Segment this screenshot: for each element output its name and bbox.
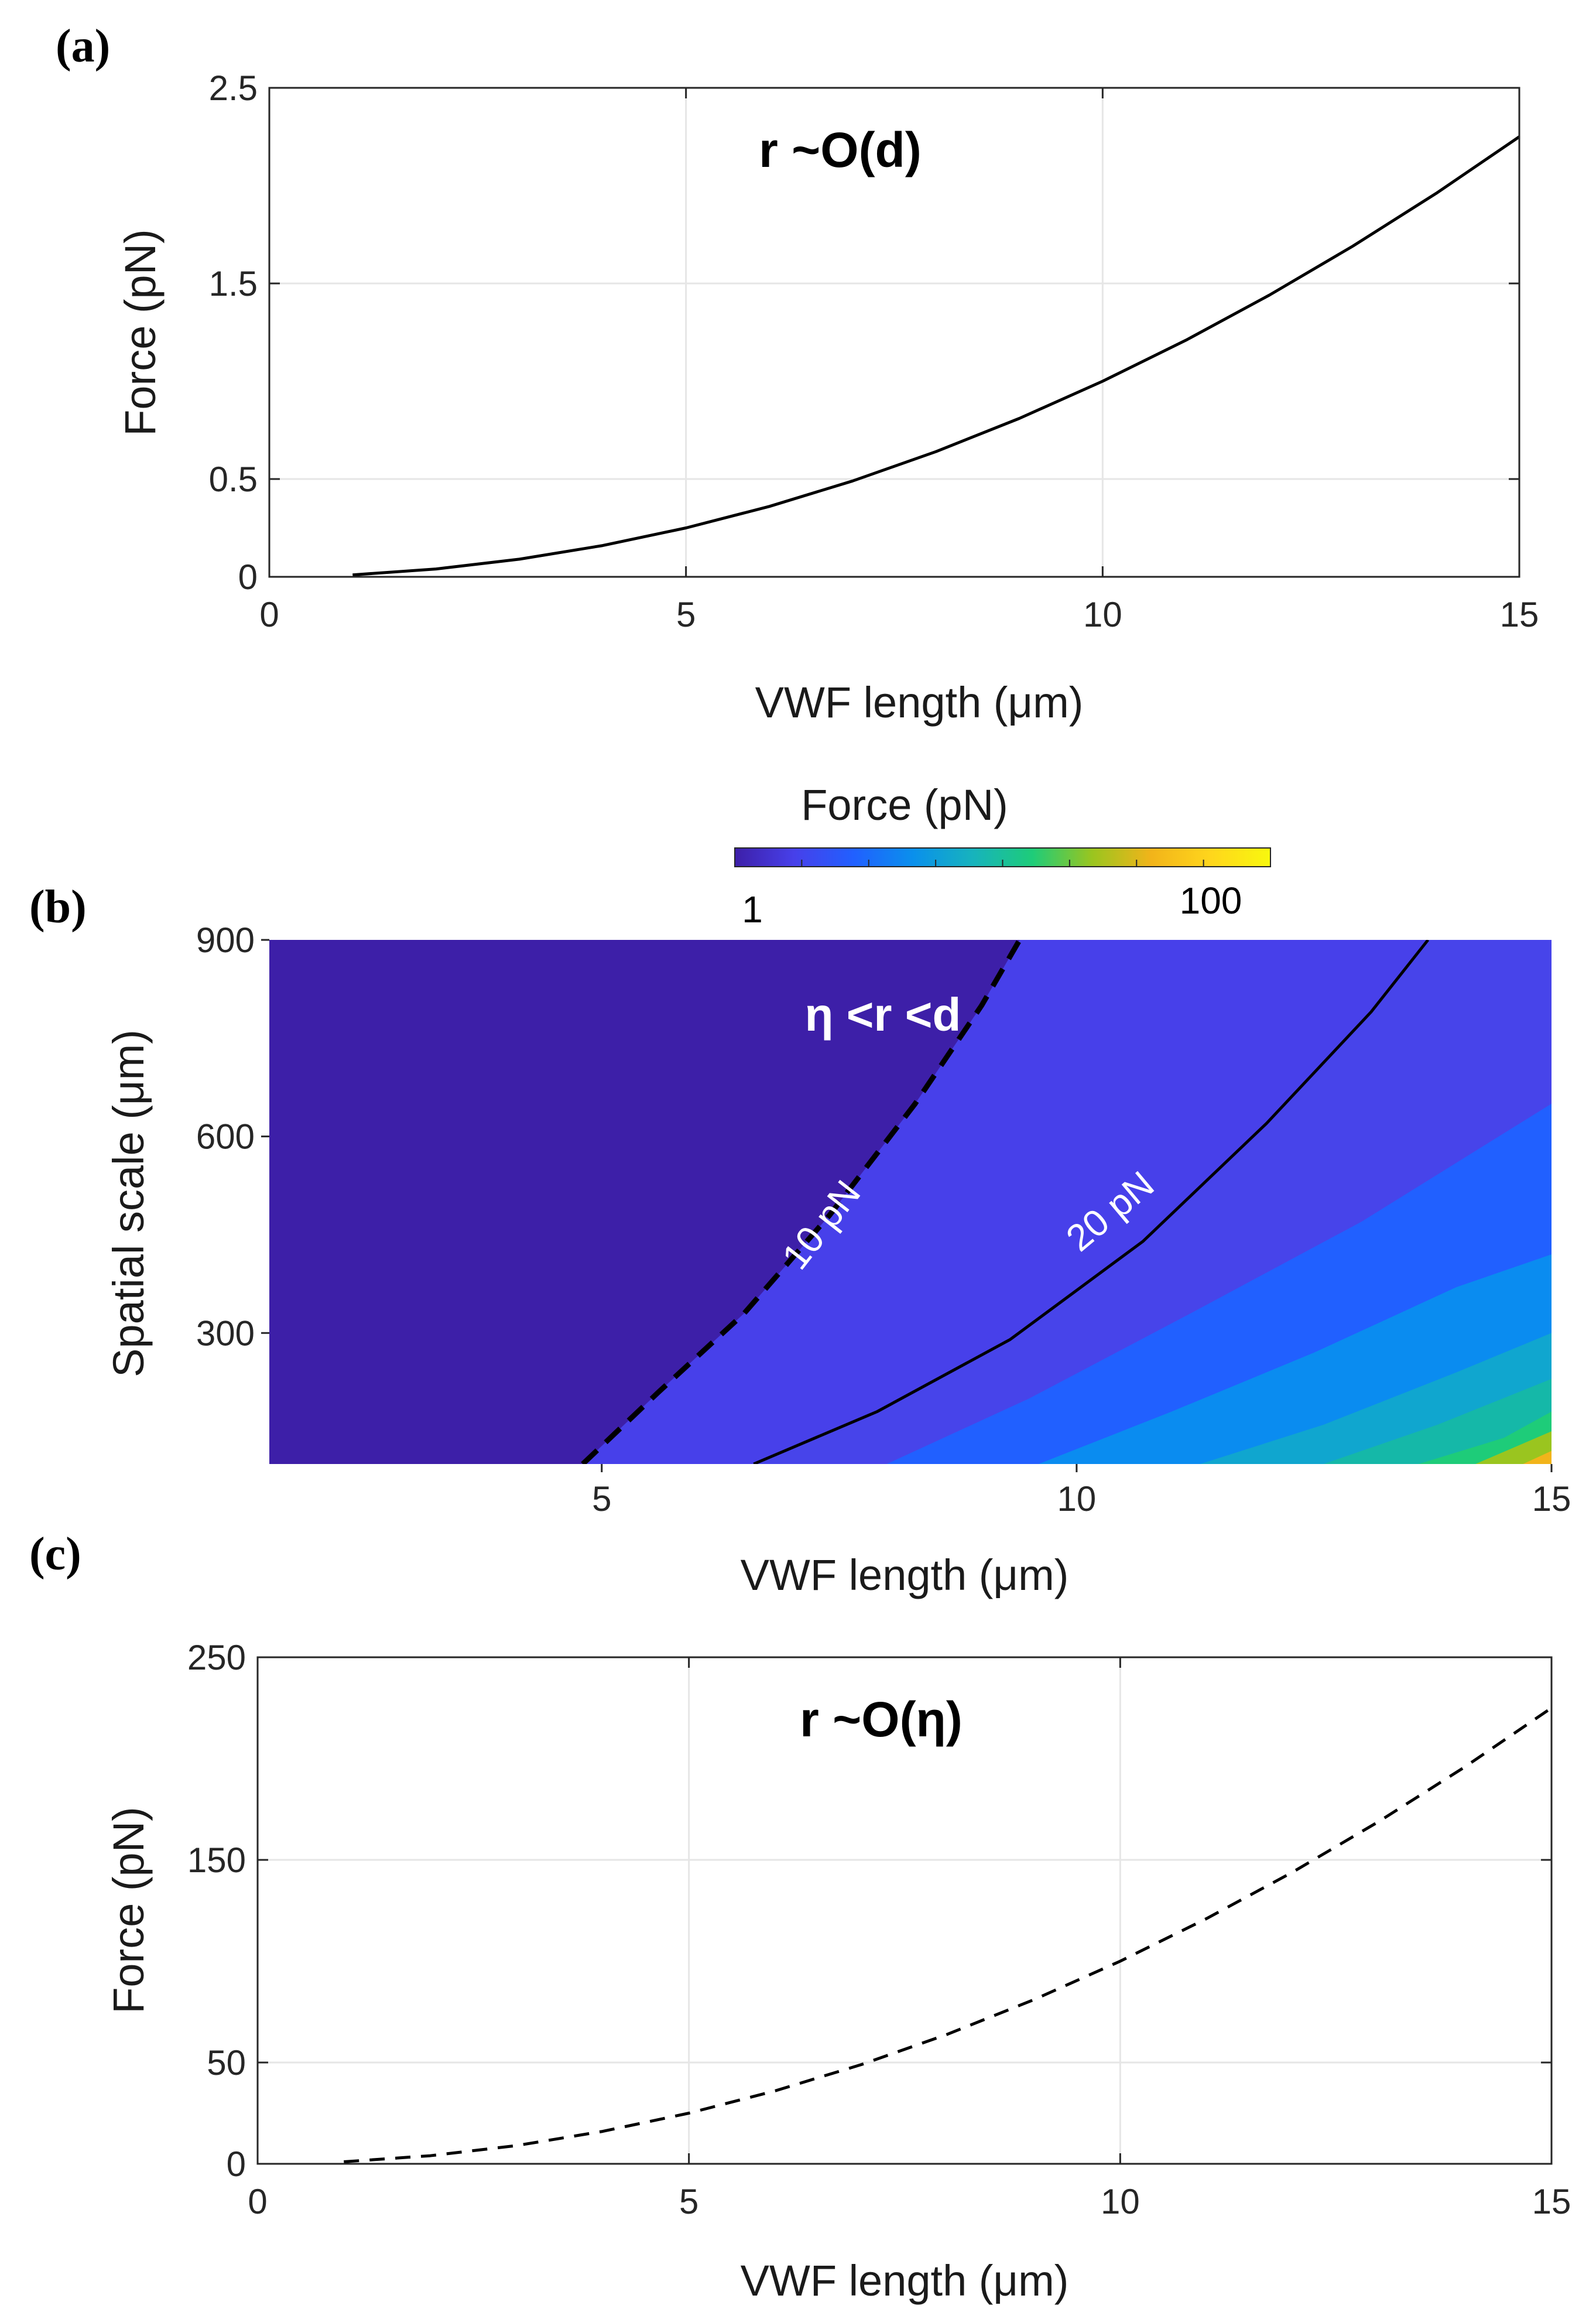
heatmap-band <box>1523 1451 1552 1464</box>
panel-c-ylabel: Force (pN) <box>104 1807 153 2014</box>
panel-a-label: (a) <box>56 20 110 72</box>
x-tick-label: 0 <box>259 595 279 634</box>
x-tick-label: 5 <box>679 2182 698 2221</box>
panel-c-label: (c) <box>29 1528 81 1580</box>
x-tick-label: 5 <box>676 595 696 634</box>
y-tick-label: 0 <box>238 557 258 597</box>
heatmap-contours <box>581 940 1430 1464</box>
panel-a-ticks: 0 5 10 15 0 0.5 1.5 2.5 <box>209 69 1539 634</box>
panel-a-axes-box <box>268 87 1520 578</box>
x-tick-label: 10 <box>1083 595 1122 634</box>
colorbar-ticks <box>801 860 1204 867</box>
y-tick-label: 2.5 <box>209 69 258 108</box>
y-tick-label: 0.5 <box>209 460 258 499</box>
x-tick-label: 10 <box>1057 1479 1097 1518</box>
y-tick-label: 0 <box>227 2144 246 2184</box>
y-tick-label: 250 <box>187 1638 246 1677</box>
panel-c-xlabel: VWF length (μm) <box>741 2256 1069 2305</box>
x-tick-label: 15 <box>1500 595 1539 634</box>
colorbar-label: Force (pN) <box>801 781 1008 829</box>
colorbar-tick-label-min: 1 <box>742 888 763 931</box>
x-tick-label: 10 <box>1101 2182 1140 2221</box>
panel-b-label: (b) <box>29 881 87 933</box>
contour-line <box>753 940 1430 1464</box>
series-line <box>352 135 1520 577</box>
contour-line <box>581 940 1022 1464</box>
panel-b-ylabel: Spatial scale (μm) <box>104 1029 153 1377</box>
panel-c-plot <box>344 1706 1553 2163</box>
panel-a-plot <box>352 135 1520 577</box>
y-tick-label: 150 <box>187 1841 246 1880</box>
y-tick-label: 1.5 <box>209 264 258 303</box>
panel-c-annotation: r ~O(η) <box>800 1692 963 1747</box>
colorbar-tick-label-max: 100 <box>1180 880 1242 922</box>
panel-a-annotation: r ~O(d) <box>759 122 922 177</box>
heatmap-bands <box>583 940 1552 1464</box>
panel-c-axes-box <box>256 1656 1553 2165</box>
panel-a-ylabel: Force (pN) <box>116 229 165 436</box>
panel-a-xlabel: VWF length (μm) <box>755 678 1084 727</box>
y-tick-label: 600 <box>196 1117 255 1157</box>
x-tick-label: 5 <box>592 1479 611 1518</box>
y-tick-label: 900 <box>196 921 255 960</box>
panel-a: (a) 0 5 10 15 0 0.5 1.5 2.5 r ~O(d) VWF length … <box>56 20 1539 727</box>
series-line <box>344 1706 1553 2163</box>
x-tick-label: 0 <box>248 2182 267 2221</box>
panel-b-annotation: η <r <d <box>805 989 961 1041</box>
x-tick-label: 15 <box>1532 2182 1571 2221</box>
x-tick-label: 15 <box>1532 1479 1571 1518</box>
y-tick-label: 50 <box>207 2043 246 2082</box>
panel-b-xlabel: VWF length (μm) <box>741 1551 1069 1599</box>
heatmap-band <box>1475 1431 1552 1464</box>
panel-b-ticks: 5 10 15 300 600 900 <box>196 921 1571 1518</box>
panel-b: (b) Force (pN) 1 100 5 10 15 300 600 900 η <r… <box>29 781 1571 1599</box>
y-tick-label: 300 <box>196 1314 255 1353</box>
